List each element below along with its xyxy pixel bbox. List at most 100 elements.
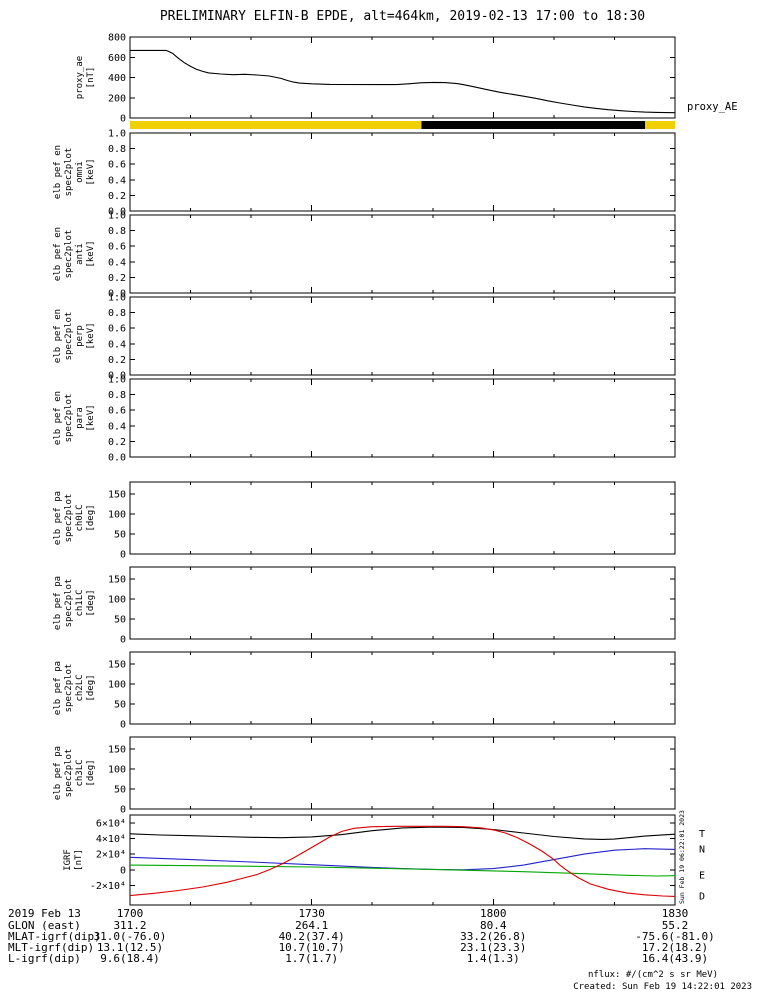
y-axis-label: spec2plot [64, 312, 74, 361]
footer-value: 31.0(-76.0) [93, 930, 167, 943]
footer-value: 33.2(26.8) [460, 930, 527, 943]
y-tick-label: 50 [114, 785, 126, 796]
y-axis-label: elb pef pa [53, 576, 63, 630]
y-axis-label: spec2plot [64, 394, 74, 443]
panel-pa_ch3: 0 50 100 150 elb pef pa spec2plot ch3LC [deg] [53, 736, 676, 816]
footer-value: 17.2(18.2) [641, 941, 709, 954]
y-axis-label: elb pef pa [53, 661, 63, 715]
y-axis-label: [deg] [86, 759, 96, 786]
y-tick-label: 0.0 [108, 289, 126, 300]
y-axis-label: ch0LC [75, 504, 85, 531]
y-tick-label: 0.8 [108, 308, 126, 319]
footer-row-label: L-igrf(dip) [8, 952, 81, 965]
y-tick-label: 400 [108, 73, 126, 84]
y-axis-label: elb pef pa [53, 746, 63, 800]
y-axis-label: [deg] [86, 504, 96, 531]
y-tick-label: 150 [108, 490, 126, 501]
series-line-D [130, 825, 675, 897]
y-axis-label: [keV] [86, 240, 96, 267]
footer-value: 23.1(23.3) [460, 941, 527, 954]
y-tick-label: 150 [108, 660, 126, 671]
panel-pa_ch1: 0 50 100 150 elb pef pa spec2plot ch1LC [deg] [53, 566, 676, 646]
y-tick-label: 0.6 [108, 242, 126, 253]
footer-row-label: GLON (east) [8, 919, 81, 932]
orbit-bar-segment [421, 121, 646, 129]
y-tick-label: 0.4 [108, 339, 126, 350]
y-axis-label: perp [75, 325, 85, 347]
footer-value: 16.4(43.9) [641, 952, 709, 965]
y-axis-label: [deg] [86, 589, 96, 616]
y-tick-label: 0 [120, 865, 126, 876]
y-axis-label: [deg] [86, 674, 96, 701]
y-tick-label: 0.6 [108, 160, 126, 171]
y-tick-label: 2×10⁴ [96, 850, 126, 861]
y-axis-label: omni [75, 161, 85, 183]
panel-en_perp: 0.0 0.2 0.4 0.6 0.8 1.0 elb pef en spec2plot per… [53, 293, 676, 382]
y-tick-label: 800 [108, 33, 126, 44]
y-axis-label: ch3LC [75, 759, 85, 786]
y-axis-label: proxy_ae [75, 56, 85, 99]
panel-proxy_ae: 0 200 400 600 800 proxy_ae [nT] [75, 33, 676, 125]
panel-frame [129, 132, 676, 212]
footer-value: 55.2 [661, 919, 689, 932]
footer-value: -75.6(-81.0) [635, 930, 715, 943]
footer-row-label: MLAT-igrf(dip) [8, 930, 101, 943]
panel-frame [129, 214, 676, 294]
panel-en_omni: 0.0 0.2 0.4 0.6 0.8 1.0 elb pef en spec2plot omn… [53, 129, 676, 218]
y-tick-label: 150 [108, 745, 126, 756]
orbit-bar-segment [645, 121, 675, 129]
y-tick-label: 150 [108, 575, 126, 586]
panel-frame [129, 481, 676, 555]
panel-frame [129, 566, 676, 640]
y-tick-label: 0.8 [108, 226, 126, 237]
footer-value: 13.1(12.5) [96, 941, 164, 954]
legend-E: E [699, 871, 705, 882]
plot-title: PRELIMINARY ELFIN-B EPDE, alt=464km, 201… [159, 9, 646, 24]
y-axis-label: anti [75, 243, 85, 265]
y-tick-label: 100 [108, 765, 126, 776]
y-tick-label: 4×10⁴ [96, 834, 126, 845]
y-tick-label: 0 [120, 635, 126, 646]
footer-value: 40.2(37.4) [278, 930, 345, 943]
y-axis-label: elb pef en [53, 309, 63, 363]
y-axis-label: IGRF [63, 849, 73, 871]
side-timestamp: Sun Feb 19 06:22:01 2023 [678, 810, 686, 904]
x-tick-label: 1830 [661, 907, 689, 920]
y-tick-label: 0.4 [108, 421, 126, 432]
y-tick-label: 1.0 [108, 129, 126, 140]
y-tick-label: 0.2 [108, 273, 126, 284]
y-axis-label: [keV] [86, 404, 96, 431]
footer-value: 1.4(1.3) [466, 952, 520, 965]
footer-value: 10.7(10.7) [278, 941, 345, 954]
y-tick-label: 0.8 [108, 390, 126, 401]
y-tick-label: 0 [120, 550, 126, 561]
y-tick-label: 0.4 [108, 175, 126, 186]
y-tick-label: 0 [120, 114, 126, 125]
legend-N: N [699, 844, 705, 855]
y-tick-label: 0.6 [108, 324, 126, 335]
y-tick-label: 0 [120, 805, 126, 816]
panel-igrf: -2×10⁴ 0 2×10⁴ 4×10⁴ 6×10⁴ IGRF [nT] TN ED [63, 814, 705, 906]
panel-en_para: 0.0 0.2 0.4 0.6 0.8 1.0 elb pef en spec2plot par… [53, 375, 676, 464]
panel-frame [129, 814, 676, 906]
y-axis-label: ch2LC [75, 674, 85, 701]
y-axis-label: spec2plot [64, 579, 74, 628]
y-tick-label: 100 [108, 595, 126, 606]
panel-en_anti: 0.0 0.2 0.4 0.6 0.8 1.0 elb pef en spec2plot ant… [53, 211, 676, 300]
proxy-ae-right-label: proxy_AE [687, 101, 738, 113]
y-tick-label: 0.2 [108, 191, 126, 202]
y-tick-label: 0.0 [108, 371, 126, 382]
panel-frame [129, 736, 676, 810]
y-axis-label: para [75, 407, 85, 429]
y-tick-label: 0.2 [108, 355, 126, 366]
y-tick-label: -2×10⁴ [90, 881, 126, 892]
y-axis-label: spec2plot [64, 148, 74, 197]
y-tick-label: 0.4 [108, 257, 126, 268]
y-tick-label: 1.0 [108, 293, 126, 304]
y-tick-label: 1.0 [108, 375, 126, 386]
y-axis-label: elb pef en [53, 145, 63, 199]
orbit-bar-segment [130, 121, 422, 129]
y-axis-label: elb pef en [53, 391, 63, 445]
y-tick-label: 0.8 [108, 144, 126, 155]
